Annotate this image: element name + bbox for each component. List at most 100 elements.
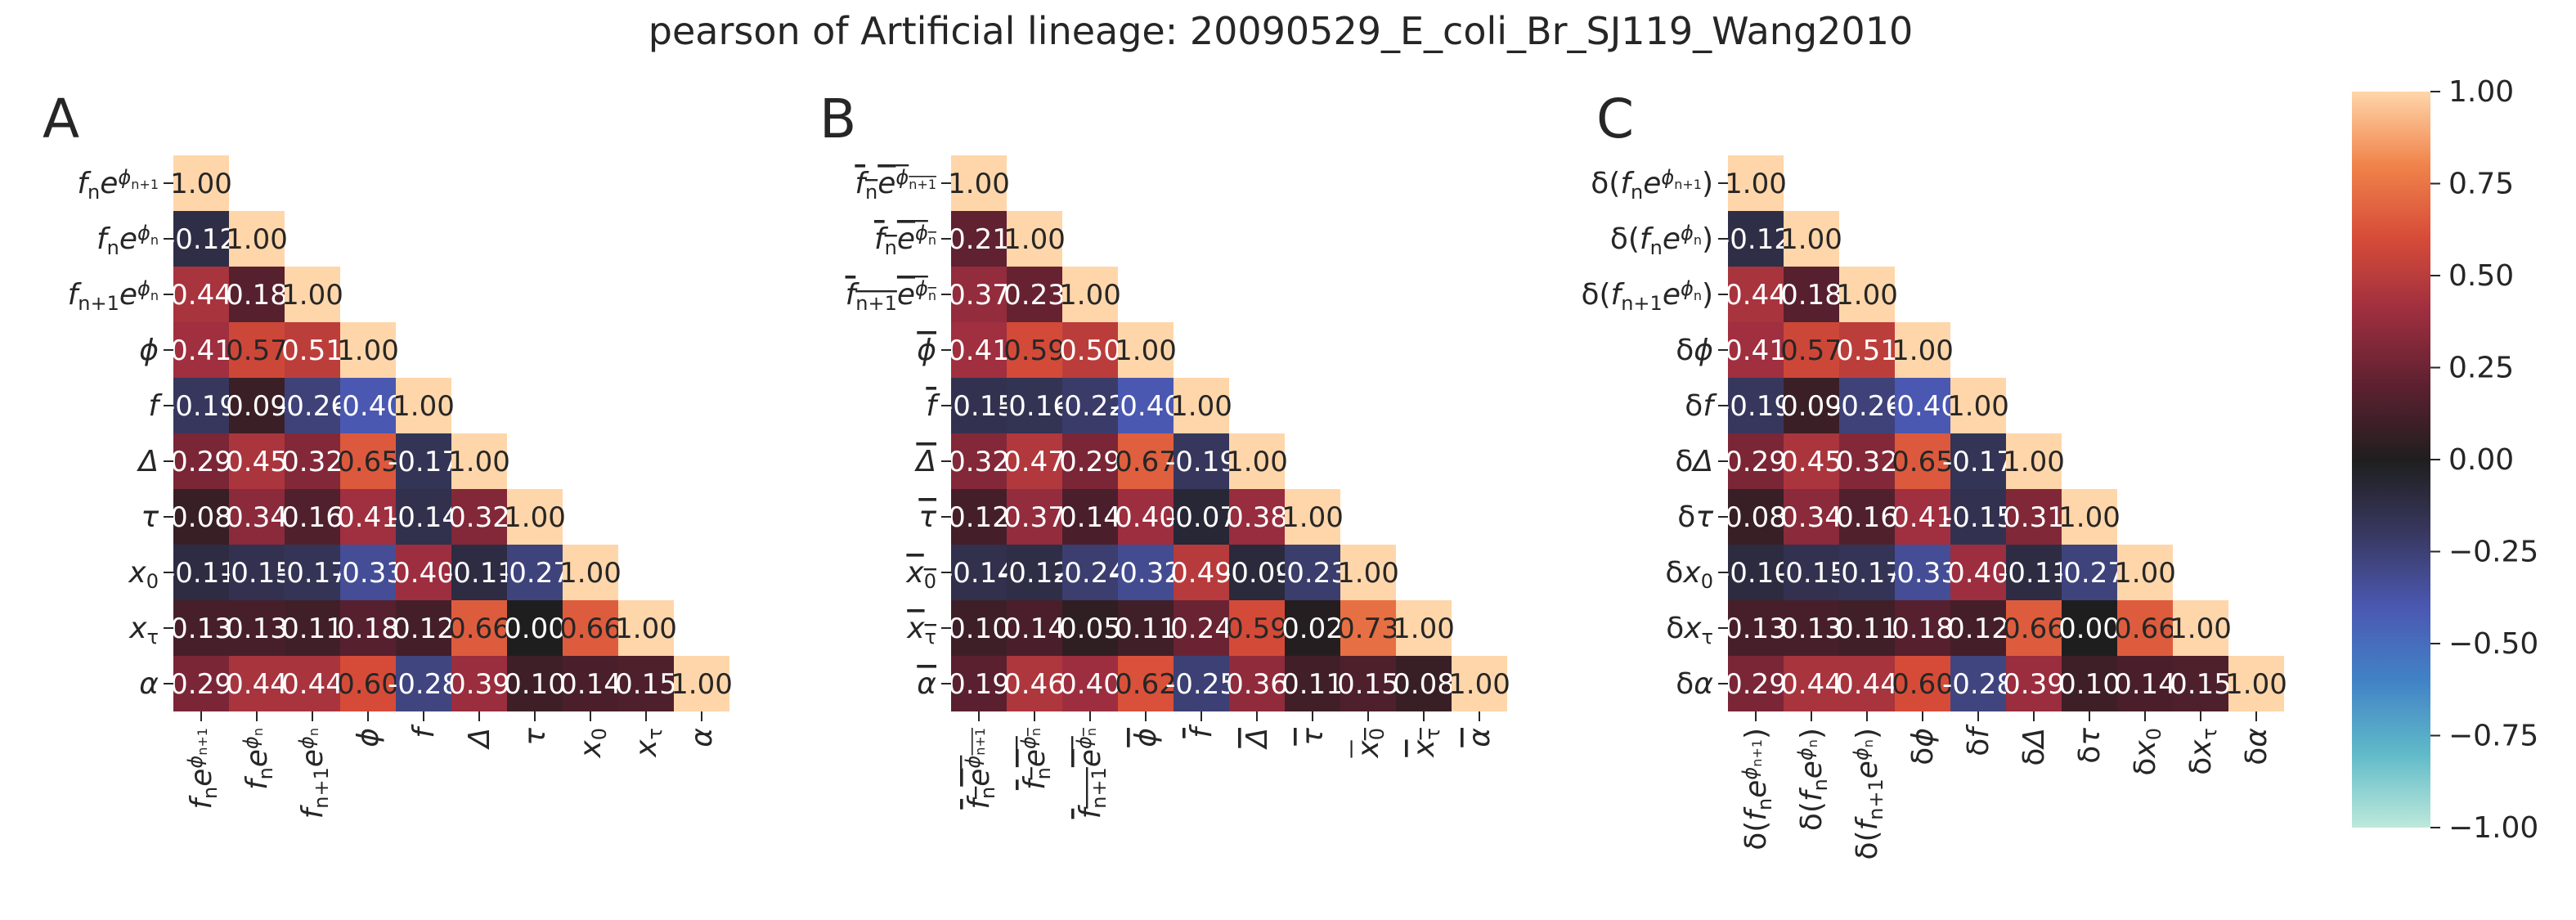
- cell-value-label: 0.21: [948, 223, 1010, 256]
- heatmap-cell: [340, 600, 396, 656]
- x-tick-label: fneϕn+1: [962, 728, 999, 810]
- heatmap-cell: [507, 489, 563, 545]
- heatmap-cell: [1340, 545, 1396, 600]
- cell-value-label: 1.00: [615, 613, 677, 645]
- cell-value-label: 0.23: [1003, 279, 1066, 312]
- heatmap-cell: [1062, 267, 1118, 322]
- heatmap-cell: [1895, 378, 1950, 433]
- cell-value-label: 1.00: [2170, 613, 2232, 645]
- x-tick-label: xτ: [630, 728, 666, 758]
- heatmap-cell: [1229, 545, 1285, 600]
- x-tick-label: δxτ: [2184, 728, 2221, 775]
- cell-value-label: 0.44: [1836, 668, 1898, 701]
- cell-value-label: 0.51: [1836, 334, 1898, 367]
- heatmap-cell: [674, 656, 729, 711]
- heatmap-cell: [1728, 656, 1784, 711]
- cell-value-label: -0.33: [332, 557, 404, 590]
- colorbar: 1.00 0.75 0.50 0.25 0.00 −0.25 −0.50 −0.75 −1.00: [2352, 75, 2538, 845]
- y-tick-label: Δ: [136, 445, 159, 478]
- heatmap-cell: [1839, 433, 1895, 489]
- x-tick-label: fneϕn: [1017, 728, 1055, 790]
- cell-value-label: 0.16: [1836, 501, 1898, 534]
- cell-value-label: 0.51: [281, 334, 343, 367]
- cell-value-label: 0.44: [226, 668, 288, 701]
- heatmap-cell: [173, 267, 229, 322]
- colorbar-tick-label: 0.25: [2448, 352, 2514, 385]
- y-tick-label: δΔ: [1675, 445, 1713, 478]
- heatmap-cell: [1118, 656, 1174, 711]
- cell-value-label: -0.11: [443, 557, 515, 590]
- cell-value-label: -0.23: [1277, 557, 1349, 590]
- cell-value-label: 0.13: [1780, 613, 1842, 645]
- heatmap-cell: [951, 600, 1007, 656]
- y-tick-label: δα: [1676, 667, 1713, 701]
- heatmap-cell: [563, 545, 618, 600]
- heatmap-cell: [229, 322, 285, 378]
- cell-value-label: 1.00: [1226, 446, 1288, 478]
- cell-value-label: 0.44: [1780, 668, 1842, 701]
- cell-value-label: 0.59: [1226, 613, 1288, 645]
- cell-value-label: 0.73: [1337, 613, 1399, 645]
- cell-value-label: 0.16: [281, 501, 343, 534]
- cell-value-label: -0.11: [1998, 557, 2070, 590]
- heatmap-cell: [1340, 600, 1396, 656]
- cell-value-label: 1.00: [1448, 668, 1510, 701]
- x-tick-label: Δ: [463, 728, 496, 751]
- cell-value-label: 0.00: [2058, 613, 2120, 645]
- heatmap-cell: [340, 322, 396, 378]
- cell-value-label: 0.46: [1003, 668, 1066, 701]
- heatmap-cell: [1895, 433, 1950, 489]
- cell-value-label: 0.29: [170, 446, 232, 478]
- cell-value-label: 0.44: [170, 279, 232, 312]
- cell-value-label: 0.60: [337, 668, 399, 701]
- heatmap-cell: [2006, 656, 2062, 711]
- y-tick-label: τ: [918, 500, 936, 534]
- cell-value-label: -0.07: [1165, 501, 1237, 534]
- heatmap-cell: [1728, 322, 1784, 378]
- heatmap-cell: [1728, 433, 1784, 489]
- heatmap-cell: [1728, 489, 1784, 545]
- cell-value-label: 1.00: [1115, 334, 1177, 367]
- cell-value-label: 0.40: [1059, 668, 1121, 701]
- y-tick-label: δ(fneϕn+1): [1591, 166, 1713, 204]
- heatmap-cell: [1784, 656, 1839, 711]
- heatmap-cell: [285, 433, 340, 489]
- cell-value-label: 0.08: [1725, 501, 1787, 534]
- figure-title: pearson of Artificial lineage: 20090529_…: [648, 9, 1913, 53]
- cell-value-label: 0.49: [1170, 557, 1232, 590]
- cell-value-label: 0.08: [170, 501, 232, 534]
- cell-value-label: 0.40: [1947, 557, 2009, 590]
- x-tick-label: δ(fn+1eϕn): [1850, 728, 1887, 860]
- heatmap-cell: [507, 545, 563, 600]
- colorbar-tick-label: −1.00: [2448, 811, 2538, 845]
- heatmap-cell: [1396, 600, 1452, 656]
- cell-value-label: -0.12: [1720, 223, 1792, 256]
- heatmap-cell: [1007, 211, 1062, 267]
- cell-value-label: -0.25: [1165, 668, 1237, 701]
- heatmap-cell: [173, 489, 229, 545]
- cell-value-label: 0.11: [281, 613, 343, 645]
- cell-value-label: 0.60: [1892, 668, 1954, 701]
- heatmap-cell: [1950, 378, 2006, 433]
- cell-value-label: -0.28: [1942, 668, 2014, 701]
- heatmap-cell: [285, 267, 340, 322]
- heatmap-cell: [1839, 267, 1895, 322]
- cell-value-label: 0.08: [1393, 668, 1455, 701]
- cell-value-label: 1.00: [671, 668, 733, 701]
- y-tick-label: x0: [128, 556, 159, 593]
- x-tick-label: fneϕn+1: [184, 728, 222, 810]
- heatmap-cell: [1784, 378, 1839, 433]
- cell-value-label: 0.50: [1059, 334, 1121, 367]
- colorbar-tick-label: −0.75: [2448, 720, 2538, 753]
- heatmap-cell: [951, 545, 1007, 600]
- heatmap-cell: [451, 433, 507, 489]
- heatmap-cell: [1950, 600, 2006, 656]
- heatmap-cell: [1839, 489, 1895, 545]
- cell-value-label: 0.29: [170, 668, 232, 701]
- cell-value-label: -0.17: [1831, 557, 1903, 590]
- y-tick-label: Δ: [913, 445, 936, 478]
- cell-value-label: 0.57: [226, 334, 288, 367]
- cell-value-label: 0.65: [337, 446, 399, 478]
- cell-value-label: 1.00: [2225, 668, 2287, 701]
- heatmap-cell: [1895, 656, 1950, 711]
